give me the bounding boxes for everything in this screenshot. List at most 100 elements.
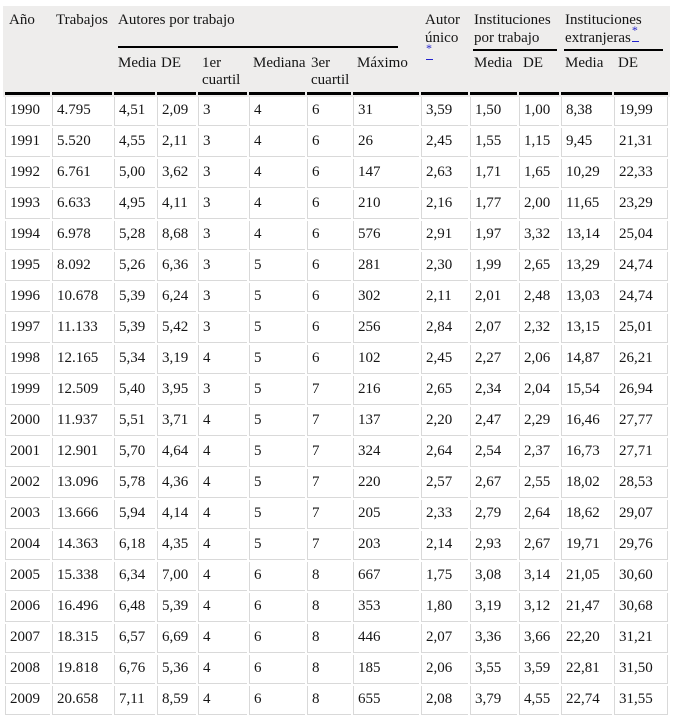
- autores-de-cell: 6,24: [157, 283, 196, 312]
- trabajos-cell: 6.761: [52, 159, 112, 188]
- autores-q3-cell: 6: [307, 252, 351, 281]
- autores-maximo-cell: 137: [353, 407, 420, 436]
- inst-media-cell: 3,79: [470, 686, 518, 715]
- year-cell: 2005: [5, 562, 50, 591]
- inst-media-cell: 1,99: [470, 252, 518, 281]
- autores-maximo-cell: 147: [353, 159, 420, 188]
- inst-de-cell: 3,32: [519, 221, 560, 250]
- table-row: 1994 6.978 5,28 8,68 3 4 6 576 2,91 1,97 3,32 13,14…: [5, 221, 669, 250]
- autores-mediana-cell: 4: [249, 128, 305, 157]
- autores-q3-cell: 7: [307, 438, 351, 467]
- col-header-autor-unico: Autor único *: [421, 5, 469, 95]
- autores-media-cell: 4,51: [114, 97, 155, 126]
- autores-mediana-cell: 5: [249, 407, 305, 436]
- year-cell: 2000: [5, 407, 50, 436]
- trabajos-cell: 6.633: [52, 190, 112, 219]
- autores-mediana-cell: 5: [249, 500, 305, 529]
- ext-media-cell: 18,62: [561, 500, 613, 529]
- ext-de-cell: 24,74: [614, 252, 669, 281]
- autores-maximo-cell: 576: [353, 221, 420, 250]
- ext-de-cell: 28,53: [614, 469, 669, 498]
- autores-q1-cell: 4: [198, 500, 247, 529]
- group-rule-instituciones: [473, 49, 558, 51]
- col-group-autores-por-trabajo: Autores por trabajo: [114, 5, 419, 51]
- year-cell: 2008: [5, 655, 50, 684]
- autores-mediana-cell: 5: [249, 376, 305, 405]
- autores-maximo-cell: 281: [353, 252, 420, 281]
- ext-de-cell: 27,71: [614, 438, 669, 467]
- trabajos-cell: 12.165: [52, 345, 112, 374]
- ext-de-cell: 26,21: [614, 345, 669, 374]
- table-header-background: [3, 6, 670, 97]
- autores-q1-cell: 3: [198, 376, 247, 405]
- inst-de-cell: 2,48: [519, 283, 560, 312]
- autores-mediana-cell: 6: [249, 593, 305, 622]
- ext-media-cell: 13,03: [561, 283, 613, 312]
- autores-media-cell: 5,94: [114, 500, 155, 529]
- year-cell: 1994: [5, 221, 50, 250]
- col-group-inst-trabajo-label: Instituciones por trabajo: [474, 12, 551, 46]
- autores-mediana-cell: 5: [249, 438, 305, 467]
- col-header-inst-media: Media: [470, 53, 518, 95]
- autores-mediana-cell: 5: [249, 283, 305, 312]
- year-cell: 2002: [5, 469, 50, 498]
- autores-q1-cell: 4: [198, 469, 247, 498]
- table-row: 2000 11.937 5,51 3,71 4 5 7 137 2,20 2,47 2,29 16,4…: [5, 407, 669, 436]
- autores-q3-cell: 8: [307, 686, 351, 715]
- autores-media-cell: 5,00: [114, 159, 155, 188]
- inst-media-cell: 3,36: [470, 624, 518, 653]
- table-row: 1991 5.520 4,55 2,11 3 4 6 26 2,45 1,55 1,15 9,45 21…: [5, 128, 669, 157]
- autores-media-cell: 4,95: [114, 190, 155, 219]
- col-header-maximo: Máximo: [353, 53, 420, 95]
- ext-media-cell: 22,74: [561, 686, 613, 715]
- inst-de-cell: 3,66: [519, 624, 560, 653]
- autores-mediana-cell: 5: [249, 345, 305, 374]
- inst-media-cell: 1,77: [470, 190, 518, 219]
- ext-media-cell: 11,65: [561, 190, 613, 219]
- table-row: 1992 6.761 5,00 3,62 3 4 6 147 2,63 1,71 1,65 10,29…: [5, 159, 669, 188]
- ext-media-cell: 13,14: [561, 221, 613, 250]
- col-header-ext-media: Media: [561, 53, 613, 95]
- autores-maximo-cell: 353: [353, 593, 420, 622]
- ext-media-cell: 18,02: [561, 469, 613, 498]
- autores-q3-cell: 8: [307, 593, 351, 622]
- table-row: 2008 19.818 6,76 5,36 4 6 8 185 2,06 3,55 3,59 22,8…: [5, 655, 669, 684]
- autores-media-cell: 6,48: [114, 593, 155, 622]
- autores-mediana-cell: 5: [249, 314, 305, 343]
- autores-maximo-cell: 205: [353, 500, 420, 529]
- ext-de-cell: 29,76: [614, 531, 669, 560]
- inst-media-cell: 2,07: [470, 314, 518, 343]
- ext-media-cell: 21,47: [561, 593, 613, 622]
- year-cell: 1993: [5, 190, 50, 219]
- footnote-link-extranjeras[interactable]: *: [631, 24, 639, 42]
- trabajos-cell: 12.509: [52, 376, 112, 405]
- autor-unico-cell: 2,91: [421, 221, 469, 250]
- table-row: 2009 20.658 7,11 8,59 4 6 8 655 2,08 3,79 4,55 22,7…: [5, 686, 669, 715]
- autor-unico-cell: 2,11: [421, 283, 469, 312]
- ext-de-cell: 24,74: [614, 283, 669, 312]
- autores-media-cell: 5,40: [114, 376, 155, 405]
- inst-media-cell: 1,71: [470, 159, 518, 188]
- autores-q1-cell: 3: [198, 283, 247, 312]
- footnote-link-autor-unico[interactable]: *: [426, 42, 434, 60]
- header-row-subcolumns: Media DE 1er cuartil Mediana 3er cuartil…: [5, 53, 669, 95]
- autores-maximo-cell: 220: [353, 469, 420, 498]
- col-header-inst-de: DE: [519, 53, 560, 95]
- inst-media-cell: 3,19: [470, 593, 518, 622]
- trabajos-cell: 18.315: [52, 624, 112, 653]
- col-group-inst-extranjeras-label: Instituciones extranjeras: [565, 12, 642, 46]
- autores-mediana-cell: 4: [249, 190, 305, 219]
- autores-media-cell: 6,18: [114, 531, 155, 560]
- ext-de-cell: 30,60: [614, 562, 669, 591]
- ext-media-cell: 22,81: [561, 655, 613, 684]
- autores-de-cell: 7,00: [157, 562, 196, 591]
- inst-de-cell: 2,64: [519, 500, 560, 529]
- autores-q1-cell: 4: [198, 624, 247, 653]
- ext-de-cell: 30,68: [614, 593, 669, 622]
- autores-q3-cell: 8: [307, 655, 351, 684]
- page: Año Trabajos Autores por trabajo Autor ú…: [0, 3, 674, 722]
- header-row-groups: Año Trabajos Autores por trabajo Autor ú…: [5, 5, 668, 95]
- trabajos-cell: 15.338: [52, 562, 112, 591]
- autores-media-cell: 5,26: [114, 252, 155, 281]
- autores-media-cell: 4,55: [114, 128, 155, 157]
